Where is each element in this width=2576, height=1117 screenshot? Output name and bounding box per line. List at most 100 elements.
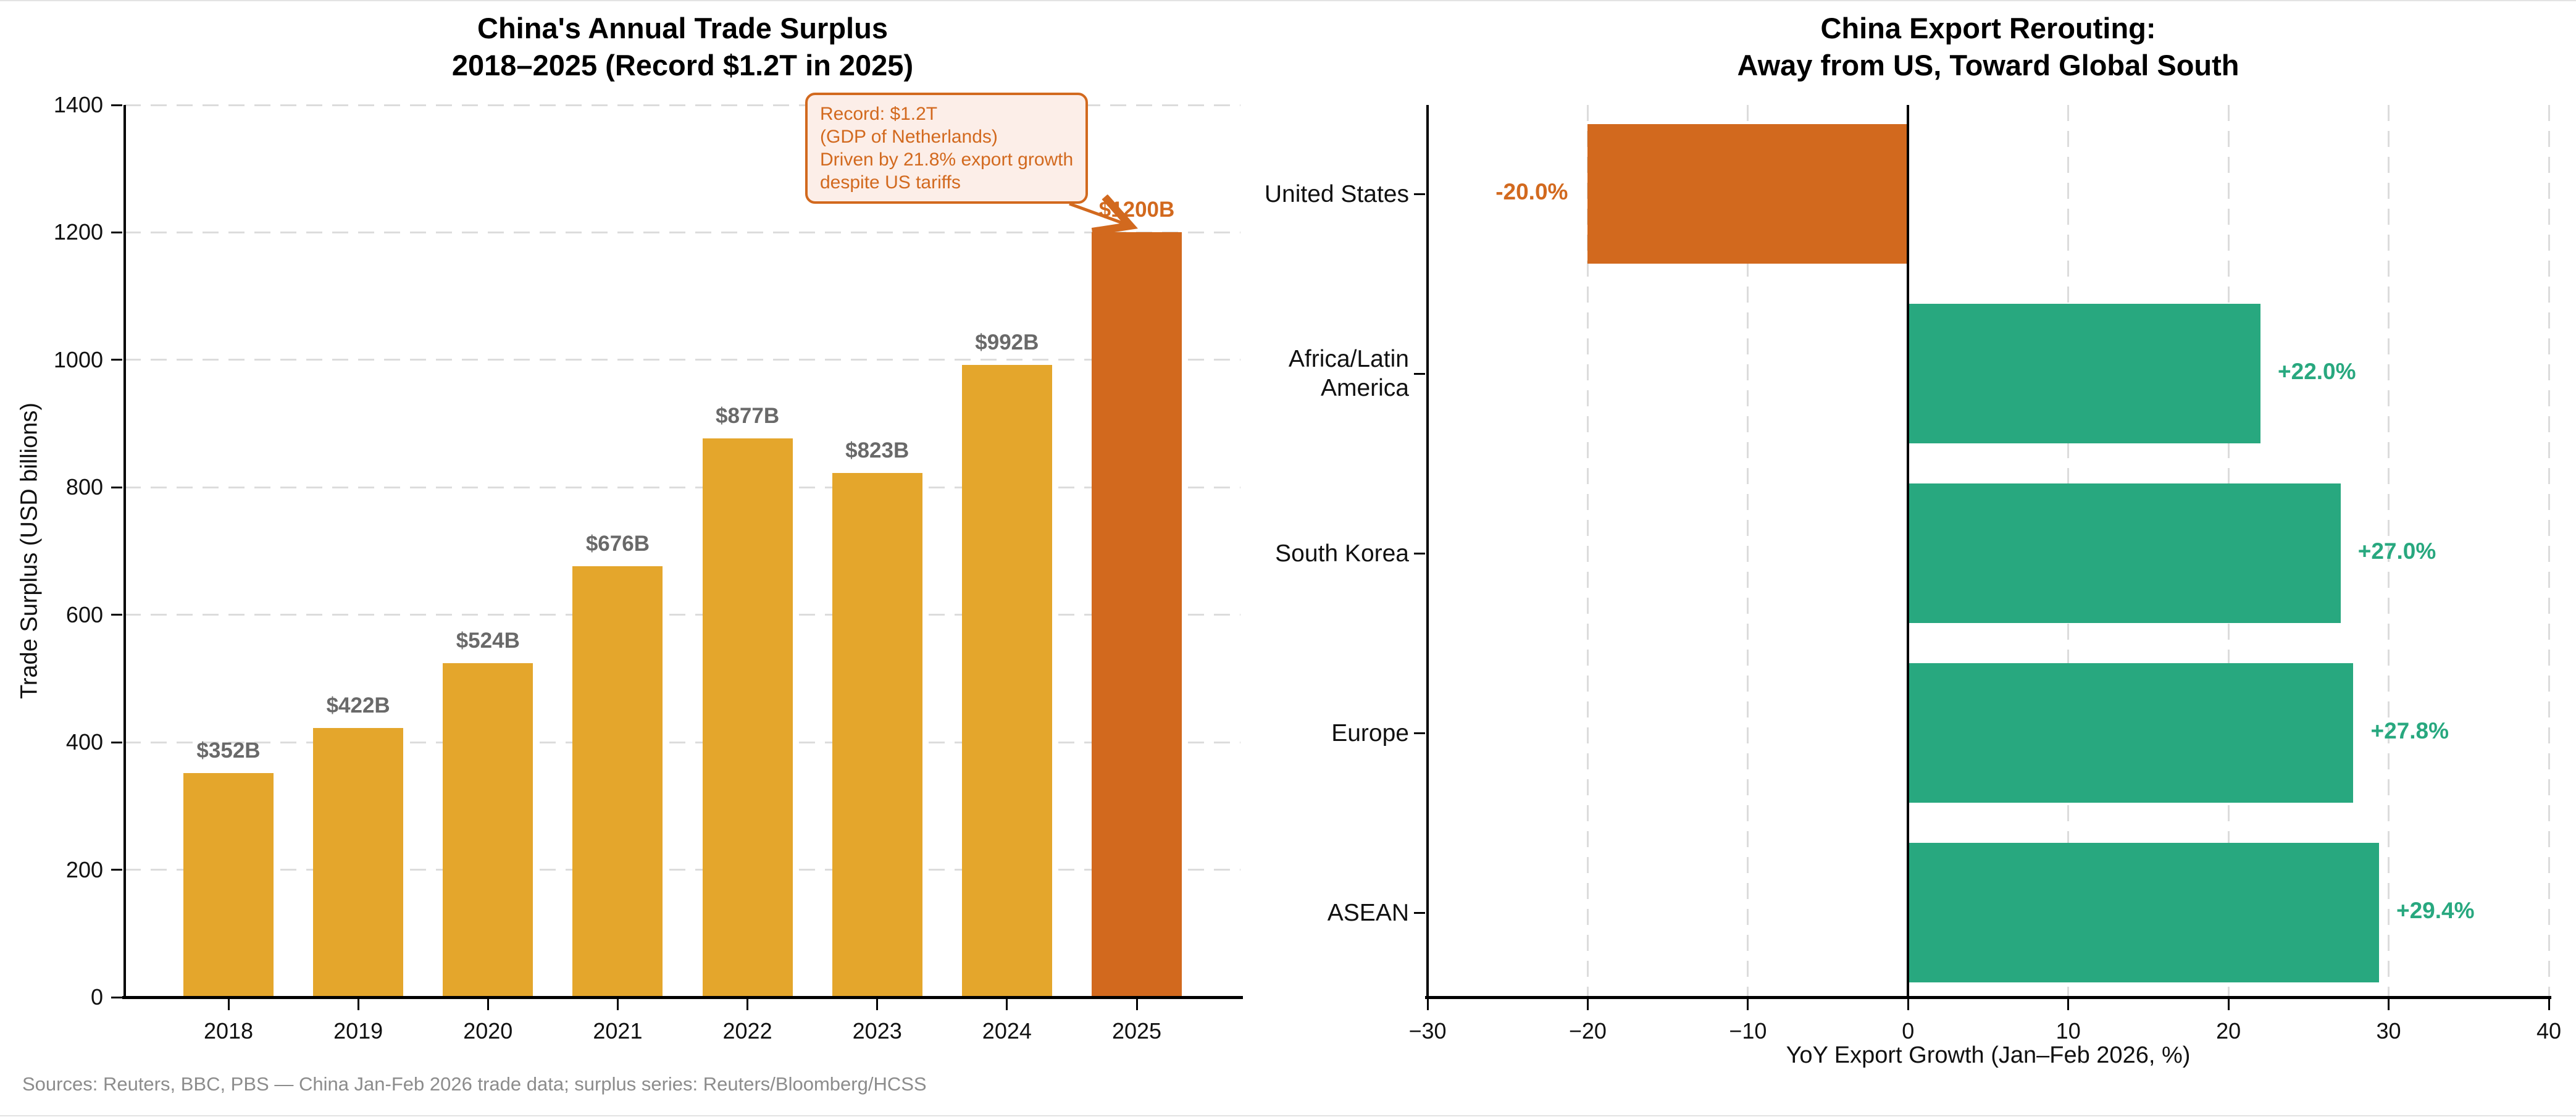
- category-label: United States: [1264, 180, 1409, 207]
- gridline-y-600: [125, 614, 1240, 616]
- bar-value-label: $877B: [715, 403, 780, 428]
- y-axis-spine: [1426, 105, 1429, 998]
- annotation-box: Record: $1.2T (GDP of Netherlands) Drive…: [805, 93, 1089, 204]
- zero-line: [1907, 105, 1910, 997]
- x-tick: [227, 999, 230, 1010]
- x-tick-label: 2022: [722, 1018, 772, 1044]
- x-tick: [1907, 999, 1909, 1010]
- category-tick: [1414, 193, 1425, 195]
- category-label: ASEAN: [1327, 899, 1409, 926]
- category-tick: [1414, 552, 1425, 554]
- gridline-y-200: [125, 869, 1240, 871]
- x-tick: [2548, 999, 2550, 1010]
- bar-Europe: [1909, 663, 2354, 803]
- left-chart-y-axis-label: Trade Surplus (USD billions): [16, 402, 43, 700]
- x-tick-label: −10: [1729, 1018, 1767, 1044]
- gridline-y-1000: [125, 359, 1240, 361]
- gridline-y-400: [125, 741, 1240, 743]
- x-tick-label: 2020: [463, 1018, 513, 1044]
- gridline-x--20: [1586, 105, 1589, 997]
- y-tick-label: 600: [65, 601, 103, 627]
- right-chart-title: China Export Rerouting: Away from US, To…: [1737, 12, 2239, 82]
- bar-2024: [961, 365, 1052, 997]
- gridline-x--10: [1747, 105, 1749, 997]
- y-tick-label: 1000: [53, 346, 103, 372]
- gridline-x-40: [2548, 105, 2550, 997]
- gridline-y-1400: [125, 104, 1240, 106]
- y-tick: [111, 996, 122, 998]
- x-tick-label: 40: [2536, 1018, 2562, 1044]
- y-tick: [111, 104, 122, 106]
- x-tick: [2067, 999, 2070, 1010]
- x-tick-label: 2021: [593, 1018, 643, 1044]
- x-tick-label: 30: [2376, 1018, 2401, 1044]
- y-tick-label: 400: [65, 729, 103, 755]
- x-axis-spine: [1425, 996, 2551, 999]
- x-tick: [616, 999, 619, 1010]
- x-tick: [1135, 999, 1138, 1010]
- y-axis-spine: [123, 105, 126, 998]
- x-tick-label: 2024: [982, 1018, 1032, 1044]
- bar-value-label: +22.0%: [2278, 359, 2356, 384]
- x-tick-label: 10: [2055, 1018, 2081, 1044]
- bar-value-label: $823B: [845, 438, 910, 462]
- category-label: South Korea: [1275, 540, 1409, 567]
- bar-ASEAN: [1909, 843, 2379, 982]
- x-tick: [2227, 999, 2230, 1010]
- x-tick: [1426, 999, 1429, 1010]
- right-chart-plot-area: −30 −20 −10 0 10 20 30 40 -20.0% United States +22…: [1265, 105, 2561, 1044]
- bar-value-label: $524B: [456, 629, 520, 653]
- gridline-x-30: [2388, 105, 2390, 997]
- y-tick: [111, 359, 122, 361]
- bar-value-label: $422B: [326, 693, 390, 718]
- x-tick-label: 2019: [333, 1018, 383, 1044]
- bar-2019: [313, 728, 404, 997]
- bar-2023: [832, 472, 922, 997]
- bar-South-Korea: [1909, 483, 2341, 623]
- bar-2020: [443, 663, 533, 997]
- x-tick-label: −30: [1408, 1018, 1447, 1044]
- y-tick: [111, 741, 122, 743]
- category-tick: [1414, 732, 1425, 734]
- left-chart-title: China's Annual Trade Surplus 2018–2025 (…: [451, 12, 914, 82]
- x-tick: [1586, 999, 1589, 1010]
- y-tick: [111, 486, 122, 488]
- bar-value-label: $992B: [975, 330, 1039, 355]
- y-tick-label: 0: [90, 984, 103, 1010]
- bar-2022: [702, 438, 793, 997]
- figure-top-border: [0, 0, 2576, 1]
- x-tick: [1747, 999, 1749, 1010]
- bar-United-States: [1587, 124, 1907, 264]
- category-label: Europe: [1331, 719, 1409, 747]
- y-tick-label: 1400: [53, 92, 103, 117]
- x-tick-label: 0: [1902, 1018, 1915, 1044]
- bar-value-label: $352B: [196, 738, 261, 763]
- gridline-y-1200: [125, 231, 1240, 233]
- bar-Africa/Latin-America: [1909, 304, 2261, 443]
- footer-source: Sources: Reuters, BBC, PBS — China Jan-F…: [22, 1073, 927, 1095]
- x-tick-label: 2018: [203, 1018, 254, 1044]
- x-tick-label: 2025: [1111, 1018, 1162, 1044]
- bar-value-label: +27.8%: [2370, 718, 2449, 743]
- y-tick: [111, 231, 122, 233]
- y-tick: [111, 869, 122, 871]
- y-tick: [111, 614, 122, 616]
- left-chart-plot-area: 0 200 400 600 800 1000 1200 1400 $352B 2018 $422B 2…: [54, 92, 1243, 1044]
- bar-value-label: +29.4%: [2396, 898, 2475, 923]
- x-tick: [487, 999, 489, 1010]
- bar-2021: [572, 566, 663, 997]
- x-tick: [746, 999, 749, 1010]
- bar-2025: [1092, 232, 1182, 997]
- x-tick: [357, 999, 359, 1010]
- y-tick-label: 800: [65, 474, 103, 500]
- bar-value-label: +27.0%: [2357, 538, 2436, 564]
- gridline-y-800: [125, 486, 1240, 488]
- bar-2018: [183, 772, 274, 997]
- x-tick-label: 20: [2216, 1018, 2241, 1044]
- y-tick-label: 200: [65, 856, 103, 882]
- x-tick: [876, 999, 879, 1010]
- x-tick: [1006, 999, 1008, 1010]
- figure-bottom-border: [0, 1115, 2576, 1116]
- right-chart-x-axis-label: YoY Export Growth (Jan–Feb 2026, %): [1786, 1042, 2191, 1068]
